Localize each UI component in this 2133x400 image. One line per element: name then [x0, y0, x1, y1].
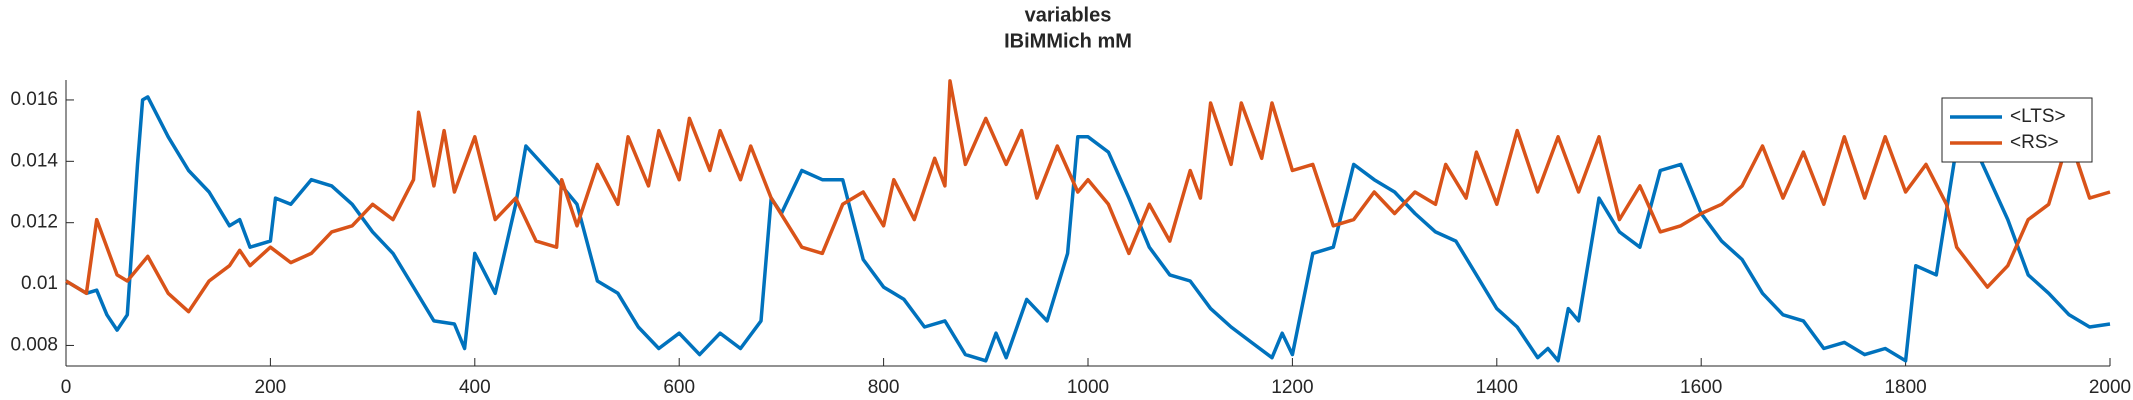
- x-tick-label: 200: [255, 377, 287, 398]
- series-line: [65, 79, 2111, 314]
- legend-label: <LTS>: [2010, 106, 2066, 127]
- y-tick-label: 0.016: [10, 89, 58, 110]
- x-tick-label: 2000: [2089, 377, 2131, 398]
- x-tick-label: 1000: [1067, 377, 1109, 398]
- x-tick-label: 600: [663, 377, 695, 398]
- y-tick-label: 0.008: [10, 334, 58, 355]
- legend-box: [1941, 97, 2093, 163]
- chart-title: variables: [1025, 4, 1112, 26]
- chart-subtitle: IBiMMich mM: [1004, 30, 1132, 52]
- x-tick-label: 1800: [1884, 377, 1926, 398]
- x-tick-label: 400: [459, 377, 491, 398]
- x-tick-label: 0: [61, 377, 72, 398]
- y-tick-label: 0.014: [10, 150, 58, 171]
- x-tick-label: 1600: [1680, 377, 1722, 398]
- x-tick-label: 1200: [1271, 377, 1313, 398]
- y-tick-label: 0.012: [10, 212, 58, 233]
- legend-label: <RS>: [2010, 132, 2059, 153]
- y-tick-label: 0.01: [21, 273, 58, 294]
- x-tick-label: 800: [868, 377, 900, 398]
- series-line: [65, 95, 2111, 363]
- x-tick-label: 1400: [1476, 377, 1518, 398]
